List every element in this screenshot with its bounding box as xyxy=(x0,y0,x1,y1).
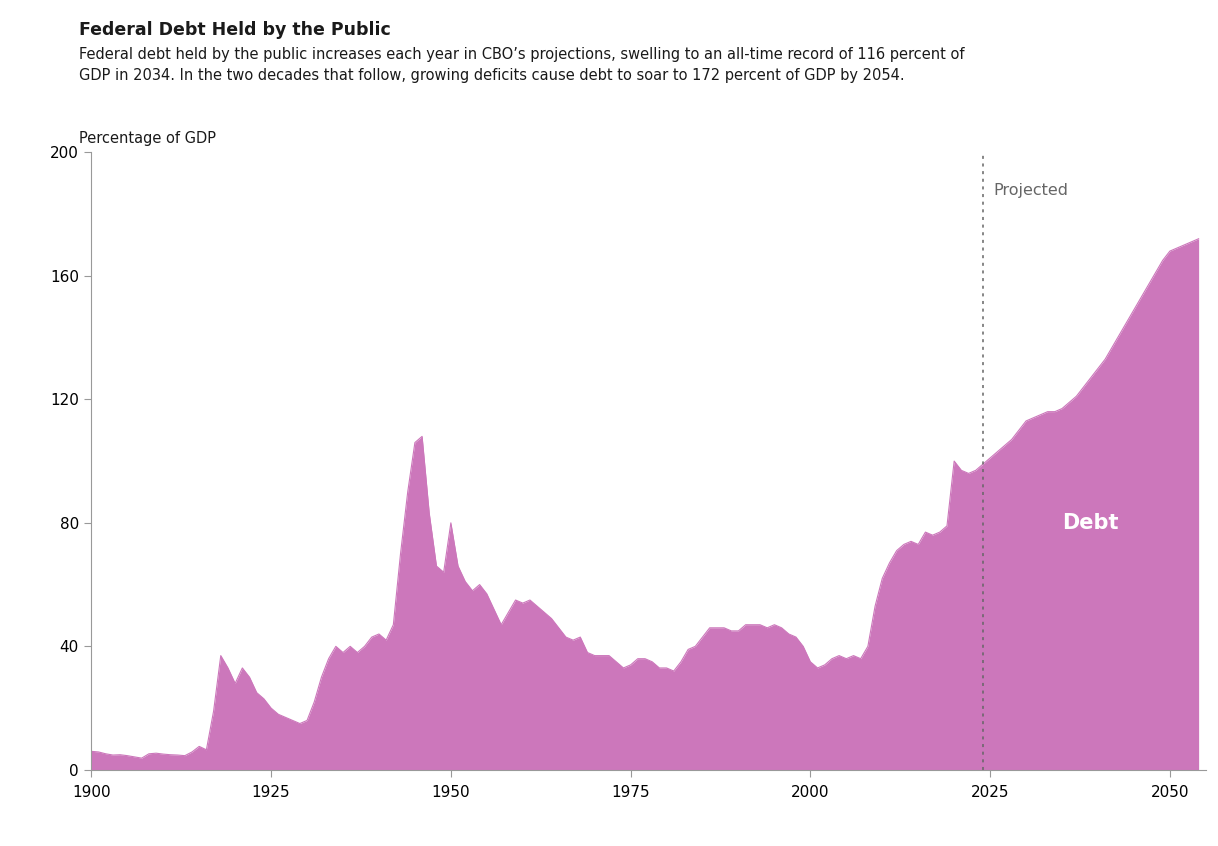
Text: Percentage of GDP: Percentage of GDP xyxy=(79,131,216,146)
Text: Federal Debt Held by the Public: Federal Debt Held by the Public xyxy=(79,21,391,39)
Text: Debt: Debt xyxy=(1062,513,1119,533)
Text: Projected: Projected xyxy=(994,184,1068,198)
Text: Federal debt held by the public increases each year in CBO’s projections, swelli: Federal debt held by the public increase… xyxy=(79,47,965,83)
